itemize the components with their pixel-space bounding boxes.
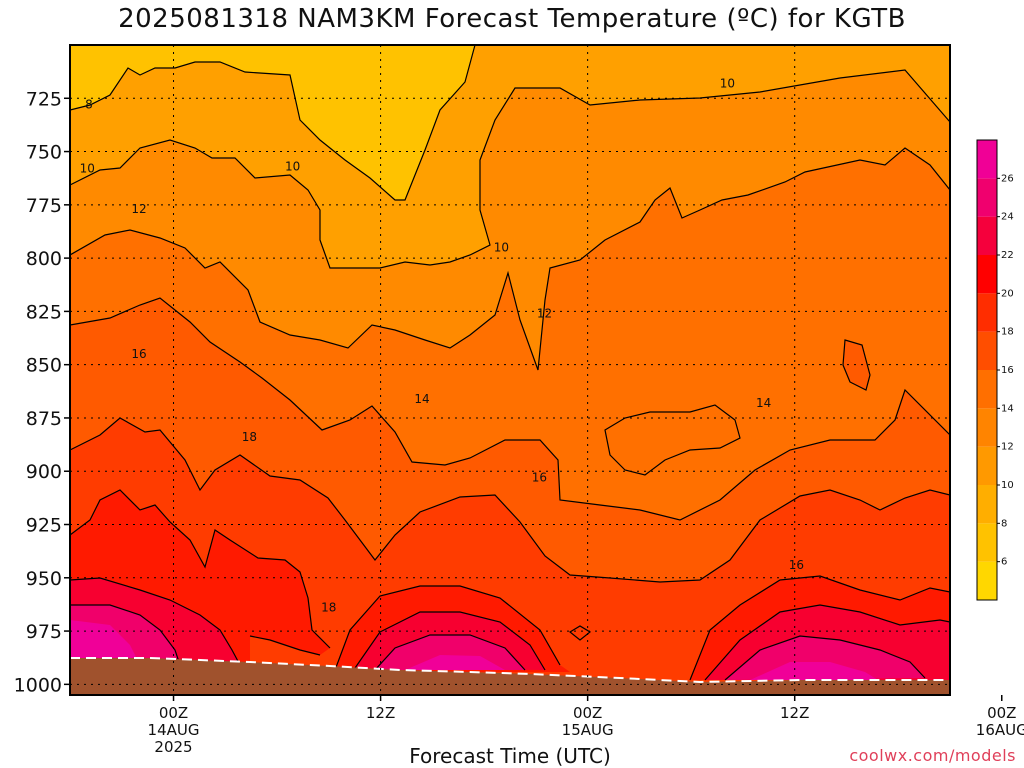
band-14-16-island-a xyxy=(843,340,870,390)
colorbar-swatch xyxy=(977,370,997,409)
contour-label: 18 xyxy=(242,430,257,444)
colorbar-label: 10 xyxy=(1001,480,1014,491)
svg-text:16: 16 xyxy=(131,347,146,361)
y-tick-label: 825 xyxy=(26,301,62,323)
band-18-20 xyxy=(70,490,950,680)
colorbar-swatch xyxy=(977,293,997,332)
svg-text:10: 10 xyxy=(80,162,95,176)
svg-text:10: 10 xyxy=(720,76,735,90)
band-8-10 xyxy=(70,45,950,268)
x-tick-label: 00Z xyxy=(573,704,602,722)
y-tick-label: 975 xyxy=(26,621,62,643)
y-tick-label: 725 xyxy=(26,88,62,110)
y-tick-label: 750 xyxy=(26,142,62,164)
colorbar-swatch xyxy=(977,178,997,217)
y-tick-label: 850 xyxy=(26,355,62,377)
contour-label: 12 xyxy=(537,307,552,321)
svg-text:12: 12 xyxy=(537,307,552,321)
colorbar: 6 8 10 12 14 16 18 20 22 24 26 xyxy=(976,139,1014,601)
colorbar-label: 22 xyxy=(1001,250,1014,261)
contour-label: 10 xyxy=(720,76,735,90)
colorbar-swatch xyxy=(977,408,997,447)
y-tick-label: 875 xyxy=(26,408,62,430)
contour-label: 16 xyxy=(532,471,547,485)
colorbar-swatch xyxy=(977,523,997,562)
colorbar-swatch xyxy=(977,140,997,179)
svg-text:10: 10 xyxy=(975,76,990,90)
y-tick-label: 925 xyxy=(26,515,62,537)
colorbar-label: 6 xyxy=(1001,557,1007,568)
colorbar-label: 16 xyxy=(1001,365,1014,376)
colorbar-swatch xyxy=(977,561,997,600)
x-tick-label: 16AUG xyxy=(976,721,1024,739)
colorbar-label: 14 xyxy=(1001,403,1014,414)
x-tick-label: 00Z xyxy=(159,704,188,722)
contour-label: 20 xyxy=(958,546,976,561)
y-tick-label: 950 xyxy=(26,568,62,590)
contour-label: 16 xyxy=(789,558,804,572)
svg-text:16: 16 xyxy=(532,471,547,485)
colorbar-label: 24 xyxy=(1001,212,1014,223)
svg-text:12: 12 xyxy=(131,202,146,216)
terrain-below-surface xyxy=(70,657,950,695)
x-tick-label: 00Z xyxy=(987,704,1016,722)
y-tick-label: 1000 xyxy=(14,674,62,696)
svg-text:14: 14 xyxy=(414,392,429,406)
colorbar-label: 8 xyxy=(1001,518,1007,529)
colorbar-label: 12 xyxy=(1001,442,1014,453)
contour-label: 10 xyxy=(80,162,95,176)
svg-text:14: 14 xyxy=(963,407,978,421)
colorbar-label: 26 xyxy=(1001,173,1014,184)
band-12-14-island xyxy=(605,405,740,475)
colorbar-swatch xyxy=(977,216,997,255)
x-tick-label: 12Z xyxy=(366,704,395,722)
colorbar-swatch xyxy=(977,331,997,370)
svg-text:16: 16 xyxy=(789,558,804,572)
svg-text:10: 10 xyxy=(285,159,300,173)
y-tick-label: 800 xyxy=(26,248,62,270)
svg-text:20: 20 xyxy=(960,547,975,561)
svg-text:14: 14 xyxy=(756,396,771,410)
y-axis: 725 750 775 800 825 850 875 900 925 950 975 1000 xyxy=(14,88,70,696)
contour-label: 14 xyxy=(756,396,771,410)
svg-text:18: 18 xyxy=(321,601,336,615)
x-tick-label: 12Z xyxy=(780,704,809,722)
contour-label: 16 xyxy=(131,347,146,361)
colorbar-label: 18 xyxy=(1001,327,1014,338)
contour-label: 8 xyxy=(85,98,93,112)
contour-label: 18 xyxy=(321,601,336,615)
colorbar-label: 20 xyxy=(1001,288,1014,299)
colorbar-swatch xyxy=(977,255,997,294)
contour-lines xyxy=(70,45,950,681)
contour-label: 14 xyxy=(414,392,429,406)
plot-frame xyxy=(69,44,951,696)
band-24-26 xyxy=(70,620,878,680)
y-tick-label: 900 xyxy=(26,461,62,483)
svg-text:10: 10 xyxy=(494,240,509,254)
chart-title: 2025081318 NAM3KM Forecast Temperature (… xyxy=(118,4,906,34)
band-under-8 xyxy=(70,45,475,200)
site-credit: coolwx.com/models xyxy=(849,746,1016,765)
contour-label: 10 xyxy=(285,159,300,173)
contour-label: 10 xyxy=(974,75,992,90)
x-tick-label: 15AUG xyxy=(562,721,614,739)
y-tick-label: 775 xyxy=(26,195,62,217)
contour-label: 12 xyxy=(131,202,146,216)
x-axis-title: Forecast Time (UTC) xyxy=(409,744,611,768)
colorbar-swatch xyxy=(977,485,997,524)
contour-label: 10 xyxy=(494,240,509,254)
colorbar-swatch xyxy=(977,446,997,485)
svg-text:18: 18 xyxy=(242,430,257,444)
svg-text:8: 8 xyxy=(85,98,93,112)
x-tick-label: 14AUG xyxy=(148,721,200,739)
band-20-22 xyxy=(70,578,950,680)
x-tick-label: 2025 xyxy=(154,738,192,756)
